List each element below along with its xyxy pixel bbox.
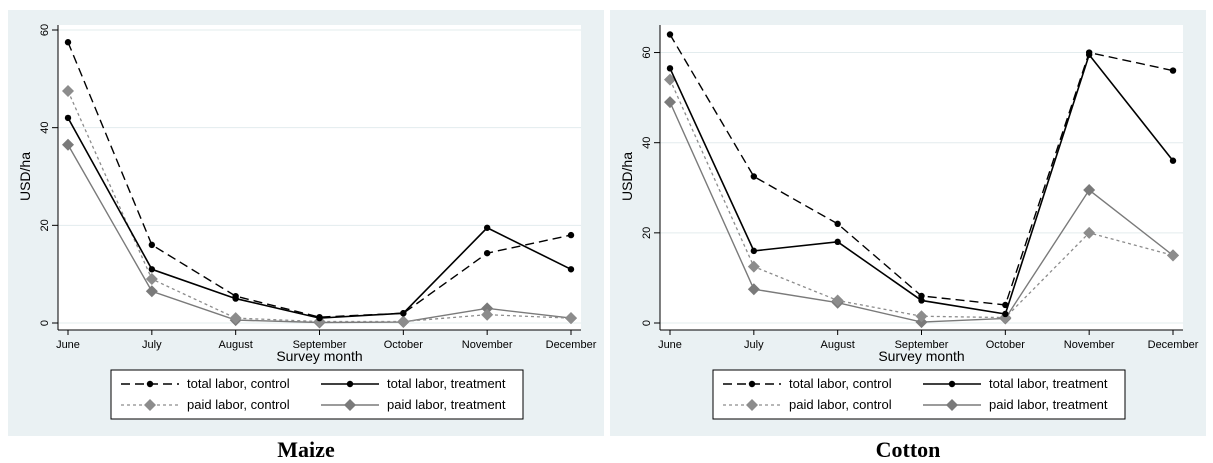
legend-marker (946, 399, 958, 411)
y-tick-label: 20 (641, 227, 653, 239)
data-point (148, 266, 156, 273)
legend-marker (746, 399, 758, 411)
legend-box (712, 369, 1126, 420)
y-tick-label: 0 (39, 320, 51, 326)
data-point (229, 312, 242, 325)
plot-area (58, 25, 581, 330)
data-point (1002, 310, 1009, 318)
data-point (1085, 49, 1093, 56)
legend-marker (144, 399, 156, 411)
legend-marker (948, 380, 956, 388)
data-point (481, 308, 494, 321)
x-axis-title: Survey month (276, 348, 362, 364)
data-point (397, 315, 410, 328)
data-point (64, 39, 72, 46)
data-point (834, 220, 841, 228)
data-point (747, 283, 760, 296)
data-point (1167, 249, 1179, 262)
x-tick-label: July (142, 339, 162, 351)
legend-marker (346, 380, 354, 388)
plot-area (660, 25, 1183, 330)
cotton-caption: Cotton (875, 437, 941, 462)
data-point (1169, 67, 1177, 74)
x-tick-label: December (546, 339, 597, 351)
legend-label: paid labor, treatment (387, 397, 506, 412)
data-point (1083, 226, 1096, 239)
legend-label: total labor, treatment (387, 376, 506, 391)
data-point (567, 266, 575, 273)
y-tick-label: 60 (39, 24, 51, 36)
x-tick-label: November (462, 339, 513, 351)
data-point (750, 247, 758, 255)
maize-caption: Maize (277, 437, 335, 462)
x-tick-label: November (1064, 339, 1115, 351)
data-point (750, 173, 758, 180)
legend-box (110, 369, 524, 420)
maize-chart-panel: 0 20 40 60 June July August September October Nov… (8, 10, 604, 436)
legend-marker (146, 380, 154, 388)
legend-marker (344, 399, 356, 411)
data-point (915, 310, 928, 323)
data-point (316, 313, 323, 321)
legend-label: total labor, control (789, 376, 892, 391)
maize-chart: 0 20 40 60 June July August September October Nov… (8, 10, 604, 436)
data-point (747, 260, 760, 273)
x-tick-label: December (1148, 339, 1199, 351)
y-tick-label: 0 (641, 320, 653, 326)
y-tick-label: 20 (39, 219, 51, 231)
data-point (664, 73, 676, 86)
x-axis-title: Survey month (878, 348, 964, 364)
data-point (1083, 184, 1096, 197)
y-tick-label: 40 (39, 122, 51, 134)
x-tick-label: September (895, 339, 949, 351)
y-axis-title: USD/ha (619, 152, 635, 201)
data-point (481, 302, 494, 315)
data-point (145, 273, 158, 286)
x-tick-label: September (293, 339, 347, 351)
data-point (834, 238, 841, 246)
data-point (1002, 301, 1009, 309)
data-point (145, 285, 158, 298)
legend-label: paid labor, control (187, 397, 290, 412)
data-point (400, 310, 407, 317)
x-tick-label: June (56, 339, 80, 351)
data-point (64, 114, 72, 122)
cotton-chart: 0 20 40 60 June July August September October Nov… (610, 10, 1206, 436)
data-point (918, 292, 925, 300)
data-point (1169, 157, 1177, 164)
data-point (831, 294, 844, 307)
data-point (62, 85, 74, 98)
legend-label: paid labor, control (789, 397, 892, 412)
legend-label: total labor, treatment (989, 376, 1108, 391)
data-point (483, 249, 491, 257)
x-tick-label: August (821, 339, 855, 351)
data-point (232, 292, 239, 300)
x-tick-label: June (658, 339, 682, 351)
y-tick-label: 60 (641, 46, 653, 58)
y-axis-title: USD/ha (17, 152, 33, 201)
data-point (148, 241, 156, 249)
y-tick-label: 40 (641, 137, 653, 149)
legend-marker (748, 380, 756, 388)
cotton-chart-panel: 0 20 40 60 June July August September October Nov… (610, 10, 1206, 436)
legend-label: total labor, control (187, 376, 290, 391)
x-tick-label: August (219, 339, 253, 351)
x-tick-label: October (986, 339, 1025, 351)
data-point (483, 224, 491, 231)
data-point (666, 65, 674, 72)
data-point (918, 297, 925, 304)
x-tick-label: July (744, 339, 764, 351)
legend-label: paid labor, treatment (989, 397, 1108, 412)
data-point (565, 312, 577, 325)
x-tick-label: October (384, 339, 423, 351)
data-point (666, 31, 674, 38)
data-point (664, 96, 676, 109)
data-point (62, 138, 74, 151)
data-point (567, 231, 575, 239)
